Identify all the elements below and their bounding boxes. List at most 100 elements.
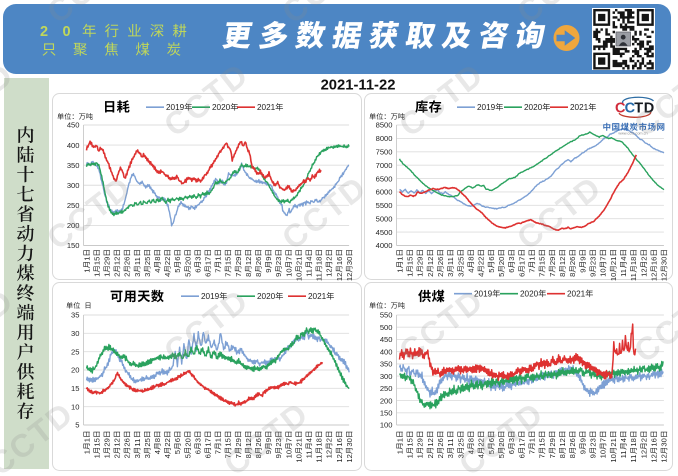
svg-text:4000: 4000 — [376, 241, 393, 250]
svg-text:6: 6 — [173, 438, 182, 442]
svg-text:11: 11 — [446, 439, 455, 447]
svg-text:2: 2 — [113, 454, 122, 458]
svg-text:2021: 2021 — [257, 103, 276, 112]
svg-text:1: 1 — [82, 450, 91, 454]
svg-text:300: 300 — [67, 181, 80, 190]
svg-text:2020: 2020 — [524, 103, 543, 112]
svg-text:2020: 2020 — [257, 292, 276, 301]
svg-text:20: 20 — [71, 366, 79, 375]
svg-text:550: 550 — [380, 311, 393, 320]
svg-text:8: 8 — [153, 438, 162, 442]
svg-text:1: 1 — [406, 454, 415, 458]
svg-text:15: 15 — [224, 438, 233, 446]
svg-text:15: 15 — [406, 257, 415, 265]
svg-text:250: 250 — [380, 384, 393, 393]
svg-text:23: 23 — [589, 438, 598, 446]
svg-text:6000: 6000 — [376, 188, 393, 197]
svg-text:29: 29 — [234, 438, 243, 446]
svg-text:29: 29 — [103, 438, 112, 446]
svg-text:12: 12 — [650, 273, 659, 281]
svg-text:1: 1 — [103, 454, 112, 458]
svg-text:7: 7 — [234, 454, 243, 458]
svg-text:10: 10 — [599, 268, 608, 276]
svg-text:7: 7 — [599, 257, 608, 261]
svg-text:10: 10 — [284, 450, 293, 458]
svg-text:7: 7 — [214, 450, 223, 454]
svg-text:26: 26 — [568, 438, 577, 446]
svg-text:6: 6 — [173, 257, 182, 261]
svg-text:8: 8 — [254, 273, 263, 277]
svg-text:15: 15 — [224, 257, 233, 265]
svg-text:5: 5 — [183, 273, 192, 277]
svg-text:7: 7 — [538, 454, 547, 458]
svg-text:300: 300 — [380, 372, 393, 381]
svg-text:4: 4 — [305, 257, 314, 261]
svg-text:400: 400 — [67, 141, 80, 150]
svg-text:5: 5 — [75, 421, 79, 430]
svg-text:30: 30 — [660, 438, 669, 446]
svg-text:21: 21 — [294, 438, 303, 446]
svg-text:2: 2 — [40, 24, 48, 40]
svg-text:8: 8 — [244, 273, 253, 277]
svg-text:4: 4 — [477, 454, 486, 458]
svg-text:12: 12 — [660, 273, 669, 281]
svg-text:12: 12 — [639, 450, 648, 458]
svg-text:7: 7 — [548, 454, 557, 458]
svg-text:9: 9 — [578, 438, 587, 442]
svg-text:26: 26 — [123, 257, 132, 265]
svg-text:17: 17 — [517, 438, 526, 446]
svg-text:29: 29 — [416, 257, 425, 265]
svg-text:2021: 2021 — [570, 103, 589, 112]
svg-text:3: 3 — [143, 273, 152, 277]
svg-text:9: 9 — [264, 450, 273, 454]
svg-text:4: 4 — [153, 268, 162, 272]
svg-text:7: 7 — [224, 273, 233, 277]
svg-text:8: 8 — [558, 454, 567, 458]
svg-text:2: 2 — [426, 454, 435, 458]
svg-text:29: 29 — [548, 257, 557, 265]
svg-text:17: 17 — [204, 257, 213, 265]
svg-text:21: 21 — [609, 438, 618, 446]
svg-text:4: 4 — [305, 438, 314, 442]
svg-text:2019: 2019 — [477, 103, 496, 112]
svg-text:1: 1 — [395, 268, 404, 272]
svg-text:7000: 7000 — [376, 161, 393, 170]
svg-text:8500: 8500 — [376, 121, 393, 130]
svg-text:12: 12 — [113, 438, 122, 446]
svg-text:22: 22 — [477, 438, 486, 446]
svg-text:18: 18 — [315, 257, 324, 265]
svg-text:1: 1 — [395, 438, 404, 442]
svg-text:21: 21 — [294, 257, 303, 265]
svg-text:3: 3 — [456, 454, 465, 458]
svg-text:29: 29 — [234, 257, 243, 265]
svg-text:6: 6 — [487, 257, 496, 261]
svg-text:12: 12 — [335, 273, 344, 281]
svg-text:7500: 7500 — [376, 148, 393, 157]
svg-text:17: 17 — [517, 257, 526, 265]
svg-text:12: 12 — [345, 454, 354, 462]
svg-text:25: 25 — [143, 438, 152, 446]
svg-text:9: 9 — [578, 257, 587, 261]
svg-text:2019: 2019 — [201, 292, 220, 301]
svg-text:10: 10 — [609, 454, 618, 462]
svg-text:30: 30 — [660, 257, 669, 265]
svg-text:2019: 2019 — [474, 290, 493, 299]
svg-text:7: 7 — [538, 273, 547, 277]
svg-text:400: 400 — [380, 347, 393, 356]
svg-text:11: 11 — [315, 455, 324, 463]
svg-text:4: 4 — [619, 438, 628, 442]
svg-text:9: 9 — [589, 454, 598, 458]
svg-text:1: 1 — [92, 273, 101, 277]
svg-text:26: 26 — [436, 257, 445, 265]
svg-text:5: 5 — [487, 450, 496, 454]
svg-text:1: 1 — [395, 450, 404, 454]
svg-text:17: 17 — [204, 438, 213, 446]
svg-text:11: 11 — [305, 451, 314, 459]
svg-text:25: 25 — [456, 438, 465, 446]
svg-text:3: 3 — [446, 273, 455, 277]
svg-text:5500: 5500 — [376, 201, 393, 210]
svg-text:150: 150 — [67, 241, 80, 250]
svg-text:1: 1 — [103, 273, 112, 277]
svg-text:3: 3 — [133, 273, 142, 277]
svg-text:1: 1 — [214, 257, 223, 261]
